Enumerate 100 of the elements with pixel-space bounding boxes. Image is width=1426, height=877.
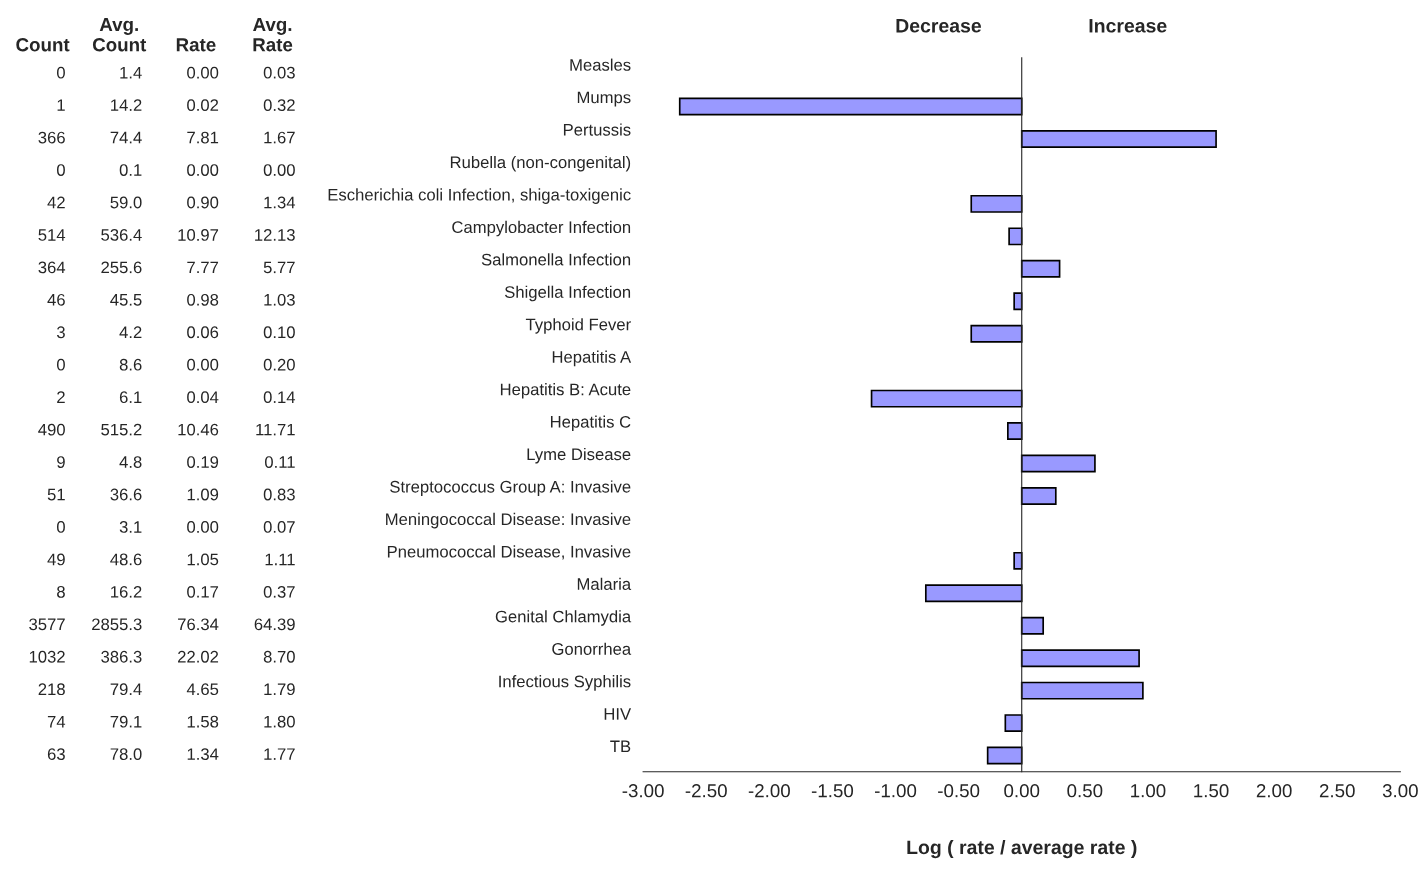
- x-tick-label: 2.00: [1256, 784, 1292, 798]
- y-tick-label: Gonorrhea: [552, 642, 632, 655]
- text: 74: [47, 715, 66, 728]
- text: 0.17: [187, 585, 219, 598]
- bar: [986, 746, 1023, 765]
- text: 0.03: [263, 66, 295, 79]
- text: 0: [56, 358, 65, 371]
- bar: [1020, 130, 1217, 148]
- text: 4.2: [119, 326, 142, 339]
- text: 8.6: [119, 358, 142, 371]
- text: 1.79: [264, 683, 295, 696]
- y-tick-label: Hepatitis B: Acute: [500, 383, 631, 399]
- text: 59.0: [110, 196, 142, 209]
- y-tick-label: Malaria: [577, 577, 632, 590]
- bar: [1007, 422, 1023, 440]
- text: 79.4: [110, 683, 142, 696]
- text: 1.4: [120, 66, 142, 79]
- text: 0.19: [187, 456, 219, 468]
- text: 5.77: [263, 261, 295, 274]
- bar: [1004, 714, 1023, 733]
- y-tick-label: Escherichia coli Infection, shiga-toxigenic: [328, 188, 631, 204]
- text: 1.09: [187, 488, 219, 501]
- x-axis-title: Log ( rate / average rate ): [907, 839, 1137, 859]
- text: 0.11: [264, 456, 295, 468]
- text: 0.32: [263, 99, 295, 112]
- bar: [1020, 681, 1144, 700]
- category-label: Count: [16, 38, 70, 52]
- text: 0.10: [263, 326, 295, 339]
- text: 22.02: [178, 650, 219, 663]
- text: 0.14: [263, 391, 296, 404]
- text: 3.1: [119, 521, 142, 533]
- text: 8.70: [263, 650, 295, 663]
- text: 16.2: [111, 585, 142, 598]
- y-tick-label: Hepatitis A: [552, 350, 632, 367]
- text: 0.00: [187, 164, 219, 176]
- text: 0.06: [187, 326, 219, 339]
- y-tick-label: Pneumococcal Disease, Invasive: [387, 545, 631, 560]
- text: 8: [57, 585, 65, 598]
- y-tick-label: Campylobacter Infection: [452, 220, 631, 237]
- x-tick-label: 0.00: [1004, 784, 1040, 798]
- text: Increase: [1089, 19, 1167, 33]
- text: 51: [47, 488, 65, 501]
- text: 0: [56, 164, 65, 176]
- text: 4.8: [119, 456, 142, 468]
- text: Decrease: [896, 19, 982, 33]
- text: 1.80: [264, 715, 295, 728]
- text: 7.77: [187, 261, 219, 274]
- text: 2855.3: [92, 618, 142, 631]
- text: 0.1: [119, 164, 142, 176]
- text: 63: [47, 748, 65, 761]
- text: 36.6: [110, 488, 142, 501]
- text: 218: [38, 683, 65, 696]
- text: 4.65: [186, 683, 219, 696]
- text: 79.1: [110, 715, 142, 728]
- x-tick-label: -0.50: [938, 784, 980, 798]
- x-tick-label: 2.50: [1319, 784, 1355, 798]
- x-tick-label: 3.00: [1382, 784, 1418, 798]
- y-tick-label: Salmonella Infection: [481, 253, 631, 266]
- y-tick-label: Streptococcus Group A: Invasive: [390, 480, 631, 496]
- text: 78.0: [110, 748, 142, 761]
- text: 0.90: [187, 196, 219, 209]
- text: 1.34: [264, 196, 296, 209]
- y-tick-label: Lyme Disease: [527, 447, 631, 464]
- text: 490: [38, 423, 65, 436]
- text: 366: [38, 131, 65, 144]
- text: 0.00: [263, 164, 295, 176]
- bar: [1020, 486, 1057, 505]
- text: 514: [38, 229, 66, 241]
- y-tick-label: Infectious Syphilis: [499, 675, 631, 691]
- x-tick-label: -2.00: [748, 784, 790, 798]
- text: 1.11: [265, 553, 295, 566]
- category-label: Avg. Rate: [253, 18, 293, 52]
- y-tick-label: Hepatitis C: [550, 415, 631, 432]
- text: 74.4: [110, 131, 142, 144]
- x-tick-label: -2.50: [685, 784, 727, 798]
- y-tick-label: Measles: [570, 58, 631, 71]
- bar: [1013, 551, 1023, 570]
- y-tick-label: Shigella Infection: [504, 285, 631, 302]
- x-tick-label: 1.50: [1194, 784, 1229, 798]
- text: 3: [56, 326, 65, 339]
- y-tick-label: Pertussis: [563, 123, 631, 136]
- text: 45.5: [110, 294, 142, 306]
- text: 0.04: [187, 391, 219, 404]
- bar: [678, 97, 1023, 116]
- y-tick-label: TB: [610, 740, 631, 753]
- text: 76.34: [178, 618, 219, 631]
- bar: [1020, 616, 1045, 635]
- text: 1.67: [264, 131, 295, 144]
- text: 0.20: [263, 358, 295, 371]
- x-tick-label: 0.50: [1067, 784, 1103, 798]
- bar: [970, 194, 1023, 213]
- text: 11.71: [256, 423, 295, 436]
- text: 2: [57, 391, 65, 403]
- bar: [1013, 292, 1023, 311]
- text: 1032: [29, 650, 65, 663]
- text: 42: [47, 196, 65, 209]
- x-tick-label: -1.50: [811, 784, 854, 798]
- category-label: Rate: [176, 38, 216, 52]
- text: 0.00: [187, 66, 219, 79]
- y-tick-label: Genital Chlamydia: [495, 610, 632, 626]
